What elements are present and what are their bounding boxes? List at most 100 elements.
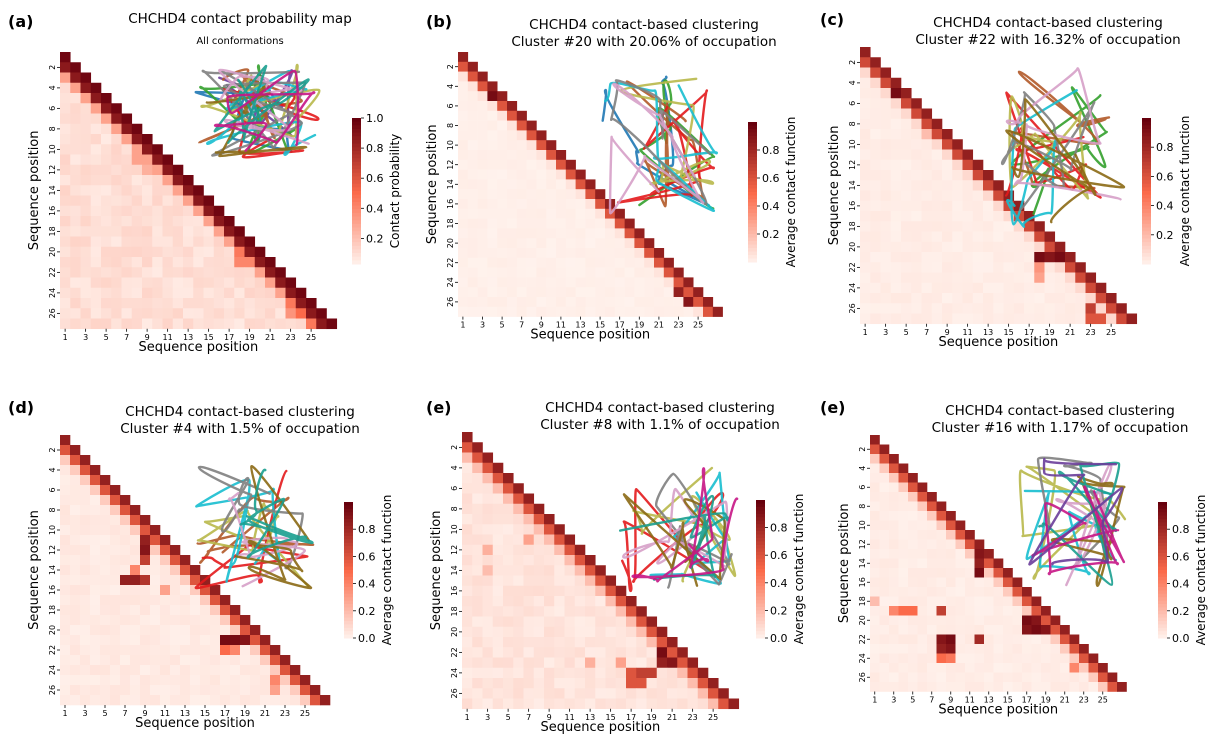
heatmap-cell: [220, 635, 231, 646]
heatmap-cell: [952, 313, 963, 325]
heatmap-cell: [554, 626, 565, 638]
heatmap-cell: [993, 293, 1004, 304]
y-tick-label: 24: [446, 277, 455, 287]
heatmap-cell: [497, 159, 508, 170]
heatmap-cell: [70, 72, 81, 84]
heatmap-cell: [150, 585, 161, 596]
heatmap-cell: [901, 129, 912, 140]
heatmap-cell: [80, 185, 92, 196]
heatmap-cell: [984, 653, 994, 664]
heatmap-cell: [1031, 653, 1042, 664]
heatmap-cell: [993, 231, 1004, 243]
heatmap-cell: [901, 221, 912, 232]
heatmap-cell: [870, 539, 880, 550]
heatmap-cell: [513, 555, 524, 566]
heatmap-cell: [492, 473, 504, 484]
heatmap-cell: [60, 465, 71, 476]
heatmap-cell: [172, 257, 184, 268]
heatmap-cell: [250, 675, 261, 686]
heatmap-cell: [1031, 644, 1042, 654]
colorbar-segment: [756, 606, 765, 611]
heatmap-cell: [472, 585, 483, 597]
heatmap-cell: [516, 150, 527, 161]
heatmap-cell: [111, 195, 122, 207]
heatmap-cell: [890, 282, 902, 294]
heatmap-cell: [575, 218, 586, 229]
heatmap-cell: [80, 123, 92, 135]
heatmap-cell: [574, 585, 586, 597]
heatmap-cell: [482, 647, 494, 658]
heatmap-cell: [526, 169, 537, 180]
x-tick-label: 7: [929, 696, 934, 705]
heatmap-cell: [487, 297, 498, 308]
heatmap-cell: [285, 277, 297, 289]
heatmap-cell: [921, 200, 933, 212]
heatmap-cell: [870, 663, 880, 673]
colorbar-tick-label: 0.0: [358, 632, 376, 645]
heatmap-cell: [224, 277, 235, 289]
heatmap-cell: [673, 306, 684, 317]
y-tick-label: 10: [48, 525, 57, 535]
heatmap-cell: [482, 657, 494, 669]
y-tick-label: 26: [446, 297, 455, 307]
heatmap-cell: [965, 530, 975, 540]
heatmap-cell: [962, 231, 974, 243]
heatmap-cell: [931, 282, 943, 294]
heatmap-cell: [880, 200, 892, 212]
heatmap-cell: [90, 665, 101, 676]
heatmap-cell: [880, 211, 892, 222]
heatmap-cell: [1022, 615, 1032, 626]
heatmap-cell: [712, 306, 723, 317]
heatmap-cell: [513, 647, 524, 658]
heatmap-cell: [965, 682, 975, 692]
heatmap-cell: [70, 154, 81, 166]
heatmap-cell: [972, 211, 984, 222]
heatmap-cell: [936, 634, 947, 645]
heatmap-cell: [984, 625, 994, 635]
heatmap-cell: [111, 113, 122, 125]
colorbar-segment: [756, 610, 765, 615]
protein-strand: [631, 467, 739, 583]
y-tick-label: 18: [848, 221, 857, 231]
heatmap-cell: [80, 555, 91, 566]
heatmap-cell: [974, 558, 985, 569]
colorbar-segment: [1158, 614, 1167, 619]
colorbar-segment: [756, 634, 765, 639]
x-tick-label: 5: [506, 713, 511, 722]
protein-strand: [610, 79, 711, 206]
y-axis-label: Sequence position: [27, 131, 42, 251]
heatmap-cell: [101, 154, 112, 166]
heatmap-cell: [1012, 634, 1023, 645]
heatmap-cell: [80, 287, 92, 299]
x-tick-label: 17: [220, 709, 230, 718]
heatmap-cell: [544, 647, 555, 658]
colorbar-segment: [1158, 624, 1167, 629]
heatmap-cell: [150, 545, 161, 556]
heatmap-cell: [487, 120, 498, 131]
heatmap-cell: [121, 257, 133, 268]
heatmap-cell: [1031, 672, 1042, 683]
colorbar-segment: [344, 597, 353, 602]
heatmap-cell: [80, 535, 91, 546]
x-axis-label: Sequence position: [135, 716, 255, 731]
y-tick-label: 26: [48, 308, 57, 318]
heatmap-cell: [150, 625, 161, 636]
heatmap-cell: [952, 241, 963, 253]
heatmap-cell: [554, 688, 565, 699]
heatmap-cell: [254, 246, 266, 258]
heatmap-cell: [870, 303, 881, 314]
heatmap-cell: [898, 568, 909, 578]
colorbar-segment: [1158, 617, 1167, 622]
heatmap-cell: [203, 318, 215, 330]
heatmap-cell: [152, 195, 163, 207]
heatmap-cell: [60, 525, 71, 536]
heatmap-cell: [70, 565, 81, 576]
heatmap-cell: [962, 303, 974, 314]
heatmap-cell: [955, 530, 966, 540]
colorbar-segment: [352, 132, 361, 137]
heatmap-cell: [955, 568, 966, 578]
heatmap-cell: [458, 248, 469, 259]
y-tick-label: 12: [48, 165, 57, 175]
heatmap-cell: [605, 596, 617, 607]
heatmap-cell: [80, 515, 91, 526]
